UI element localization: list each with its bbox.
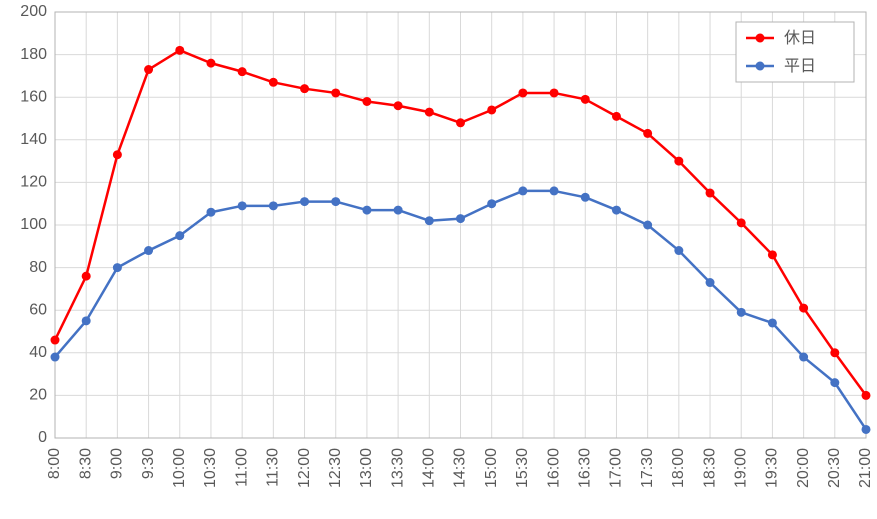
series-marker-1 (394, 206, 403, 215)
series-marker-1 (425, 216, 434, 225)
legend-label-1: 平日 (784, 58, 816, 75)
x-tick-label: 18:30 (701, 448, 718, 488)
x-tick-label: 11:00 (233, 448, 250, 487)
y-tick-label: 60 (29, 301, 47, 318)
y-tick-label: 160 (20, 88, 47, 105)
series-marker-0 (394, 101, 403, 110)
series-marker-0 (768, 250, 777, 259)
series-marker-1 (612, 206, 621, 215)
series-marker-1 (487, 199, 496, 208)
series-marker-1 (362, 206, 371, 215)
series-marker-0 (518, 88, 527, 97)
x-tick-label: 16:30 (576, 448, 593, 488)
series-marker-1 (550, 186, 559, 195)
series-marker-1 (674, 246, 683, 255)
series-marker-0 (830, 348, 839, 357)
series-marker-1 (768, 318, 777, 327)
series-marker-1 (456, 214, 465, 223)
x-tick-label: 19:30 (764, 448, 781, 488)
legend-marker-0 (756, 34, 765, 43)
series-marker-1 (518, 186, 527, 195)
series-marker-0 (238, 67, 247, 76)
x-tick-label: 9:30 (140, 448, 157, 479)
x-tick-label: 17:00 (608, 448, 625, 488)
series-marker-0 (331, 88, 340, 97)
series-marker-1 (862, 425, 871, 434)
y-tick-label: 140 (20, 131, 47, 148)
series-marker-0 (144, 65, 153, 74)
series-marker-1 (175, 231, 184, 240)
x-tick-label: 17:30 (639, 448, 656, 488)
y-tick-label: 40 (29, 344, 47, 361)
series-marker-1 (300, 197, 309, 206)
y-tick-label: 20 (29, 387, 47, 404)
series-marker-0 (706, 189, 715, 198)
series-marker-1 (331, 197, 340, 206)
series-marker-1 (706, 278, 715, 287)
y-tick-label: 120 (20, 174, 47, 191)
series-marker-1 (51, 353, 60, 362)
line-chart: 0 20 40 60 80 100 120 140 160 180 200 8:00 8:30 9:00 9… (0, 0, 877, 519)
series-marker-1 (737, 308, 746, 317)
series-marker-1 (799, 353, 808, 362)
series-marker-0 (487, 105, 496, 114)
x-tick-label: 19:00 (732, 448, 749, 488)
series-marker-0 (862, 391, 871, 400)
series-marker-0 (456, 118, 465, 127)
series-marker-0 (425, 108, 434, 117)
series-marker-0 (206, 59, 215, 68)
series-marker-1 (144, 246, 153, 255)
legend-label-0: 休日 (784, 29, 816, 47)
x-tick-label: 21:00 (857, 448, 874, 488)
series-marker-1 (82, 316, 91, 325)
series-marker-0 (737, 218, 746, 227)
series-marker-0 (51, 336, 60, 345)
series-marker-0 (550, 88, 559, 97)
x-tick-label: 8:00 (46, 448, 63, 479)
x-tick-label: 12:30 (327, 448, 344, 488)
x-tick-label: 20:00 (795, 448, 812, 488)
series-marker-0 (362, 97, 371, 106)
series-marker-1 (643, 221, 652, 230)
chart-svg: 0 20 40 60 80 100 120 140 160 180 200 8:00 8:30 9:00 9… (0, 0, 877, 519)
x-tick-label: 20:30 (826, 448, 843, 488)
series-marker-0 (643, 129, 652, 138)
x-tick-label: 8:30 (77, 448, 94, 479)
x-tick-label: 14:30 (452, 448, 469, 488)
x-tick-label: 15:00 (483, 448, 500, 488)
series-marker-1 (830, 378, 839, 387)
series-marker-0 (300, 84, 309, 93)
x-tick-label: 13:00 (358, 448, 375, 488)
series-marker-1 (269, 201, 278, 210)
series-marker-0 (269, 78, 278, 87)
series-marker-1 (206, 208, 215, 217)
series-marker-0 (799, 304, 808, 313)
x-tick-label: 10:00 (171, 448, 188, 488)
x-tick-label: 18:00 (670, 448, 687, 488)
series-marker-0 (82, 272, 91, 281)
series-marker-0 (581, 95, 590, 104)
x-tick-label: 16:00 (545, 448, 562, 488)
x-tick-label: 15:30 (514, 448, 531, 488)
series-marker-1 (581, 193, 590, 202)
x-tick-label: 9:00 (109, 448, 126, 479)
x-tick-label: 12:00 (296, 448, 313, 488)
series-marker-1 (113, 263, 122, 272)
x-tick-label: 14:00 (421, 448, 438, 488)
series-marker-0 (612, 112, 621, 121)
x-tick-label: 11:30 (265, 448, 282, 487)
legend-marker-1 (756, 62, 765, 71)
y-tick-label: 200 (20, 3, 47, 20)
y-tick-label: 0 (38, 429, 47, 446)
y-tick-label: 100 (20, 216, 47, 233)
series-marker-1 (238, 201, 247, 210)
y-tick-label: 180 (20, 46, 47, 63)
x-tick-label: 10:30 (202, 448, 219, 488)
series-marker-0 (113, 150, 122, 159)
x-tick-label: 13:30 (389, 448, 406, 488)
series-marker-0 (175, 46, 184, 55)
series-marker-0 (674, 157, 683, 166)
y-tick-label: 80 (29, 259, 47, 276)
